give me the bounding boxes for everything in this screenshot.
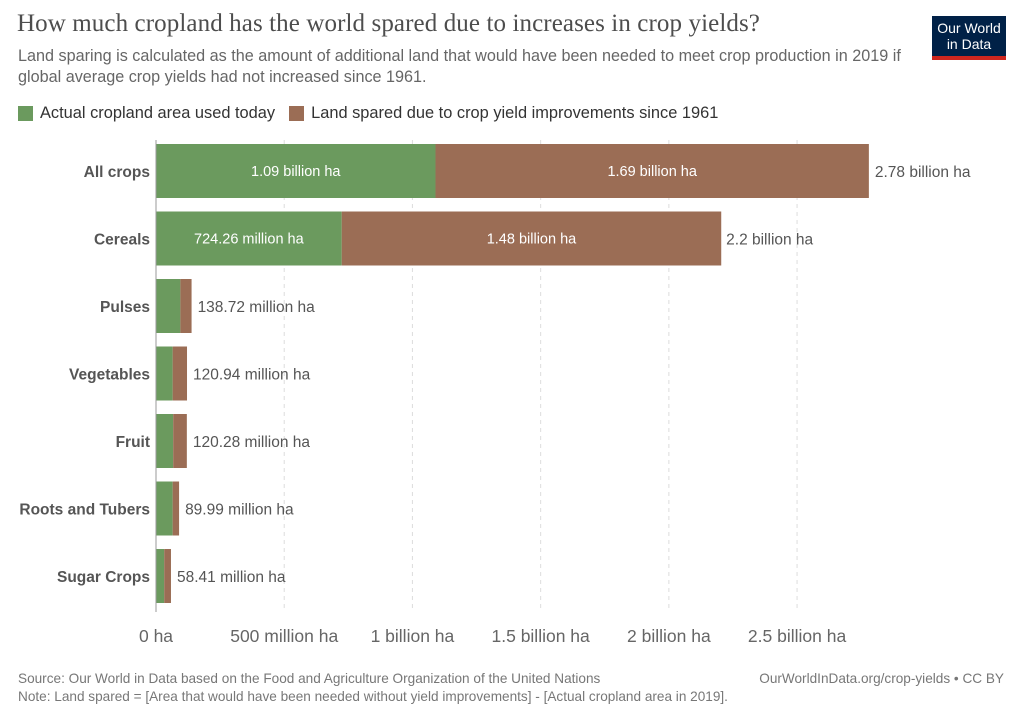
bar-value-label: 1.09 billion ha [251, 164, 341, 180]
total-label: 58.41 million ha [177, 569, 286, 586]
category-label: Sugar Crops [57, 569, 150, 586]
bar-segment[interactable] [156, 279, 181, 333]
x-tick-label: 0 ha [139, 626, 173, 646]
logo-line-2: in Data [946, 36, 992, 52]
source-text: Source: Our World in Data based on the F… [18, 671, 601, 686]
bar-segment[interactable] [156, 549, 165, 603]
bar-segment[interactable] [156, 144, 436, 198]
total-label: 138.72 million ha [198, 299, 316, 316]
bar-chart: 0 ha 500 million ha 1 billion ha 1.5 billio… [19, 140, 971, 646]
bar-segment[interactable] [341, 211, 722, 266]
legend-swatch-actual [18, 106, 33, 121]
legend-swatch-spared [289, 106, 305, 121]
note-text: Note: Land spared = [Area that would hav… [18, 689, 728, 704]
bar-value-label: 724.26 million ha [194, 232, 305, 248]
footer: Source: Our World in Data based on the F… [18, 670, 1008, 706]
category-label: Roots and Tubers [19, 502, 150, 519]
bar-segment[interactable] [156, 211, 342, 266]
bar-segment[interactable] [156, 481, 173, 536]
x-tick-label: 1.5 billion ha [492, 626, 591, 646]
total-label: 2.2 billion ha [726, 232, 813, 249]
bar-value-label: 1.69 billion ha [607, 164, 697, 180]
chart-subtitle: Land sparing is calculated as the amount… [18, 47, 901, 86]
category-label: Vegetables [69, 367, 150, 384]
category-label: Pulses [100, 299, 150, 316]
bar-segment[interactable] [172, 346, 188, 401]
credit-link[interactable]: OurWorldInData.org/crop-yields • CC BY [759, 671, 1004, 686]
bar-segment[interactable] [173, 414, 187, 468]
x-tick-label: 500 million ha [230, 626, 338, 646]
bar-segment[interactable] [156, 346, 173, 401]
legend-item-actual[interactable]: Actual cropland area used today [18, 104, 275, 123]
chart-title: How much cropland has the world spared d… [17, 10, 760, 37]
logo-line-1: Our World [937, 20, 1001, 36]
owid-logo[interactable]: Our World in Data [932, 16, 1006, 60]
x-tick-label: 2.5 billion ha [748, 626, 847, 646]
category-label: Fruit [116, 434, 150, 451]
legend-item-spared[interactable]: Land spared due to crop yield improvemen… [289, 104, 718, 123]
category-label: All crops [84, 164, 150, 181]
bar-segment[interactable] [172, 481, 180, 536]
bar-segment[interactable] [156, 414, 174, 468]
bar-segment[interactable] [180, 279, 192, 333]
bar-value-label: 1.48 billion ha [487, 232, 577, 248]
total-label: 2.78 billion ha [875, 164, 971, 181]
x-tick-label: 1 billion ha [371, 626, 455, 646]
legend: Actual cropland area used today Land spa… [18, 104, 732, 123]
legend-label-actual: Actual cropland area used today [40, 104, 276, 122]
x-tick-label: 2 billion ha [627, 626, 711, 646]
total-label: 120.94 million ha [193, 367, 311, 384]
total-label: 89.99 million ha [185, 502, 294, 519]
total-label: 120.28 million ha [193, 434, 311, 451]
category-label: Cereals [94, 232, 150, 249]
bar-segment[interactable] [435, 144, 869, 198]
legend-label-spared: Land spared due to crop yield improvemen… [311, 104, 719, 122]
bar-segment[interactable] [164, 549, 171, 603]
